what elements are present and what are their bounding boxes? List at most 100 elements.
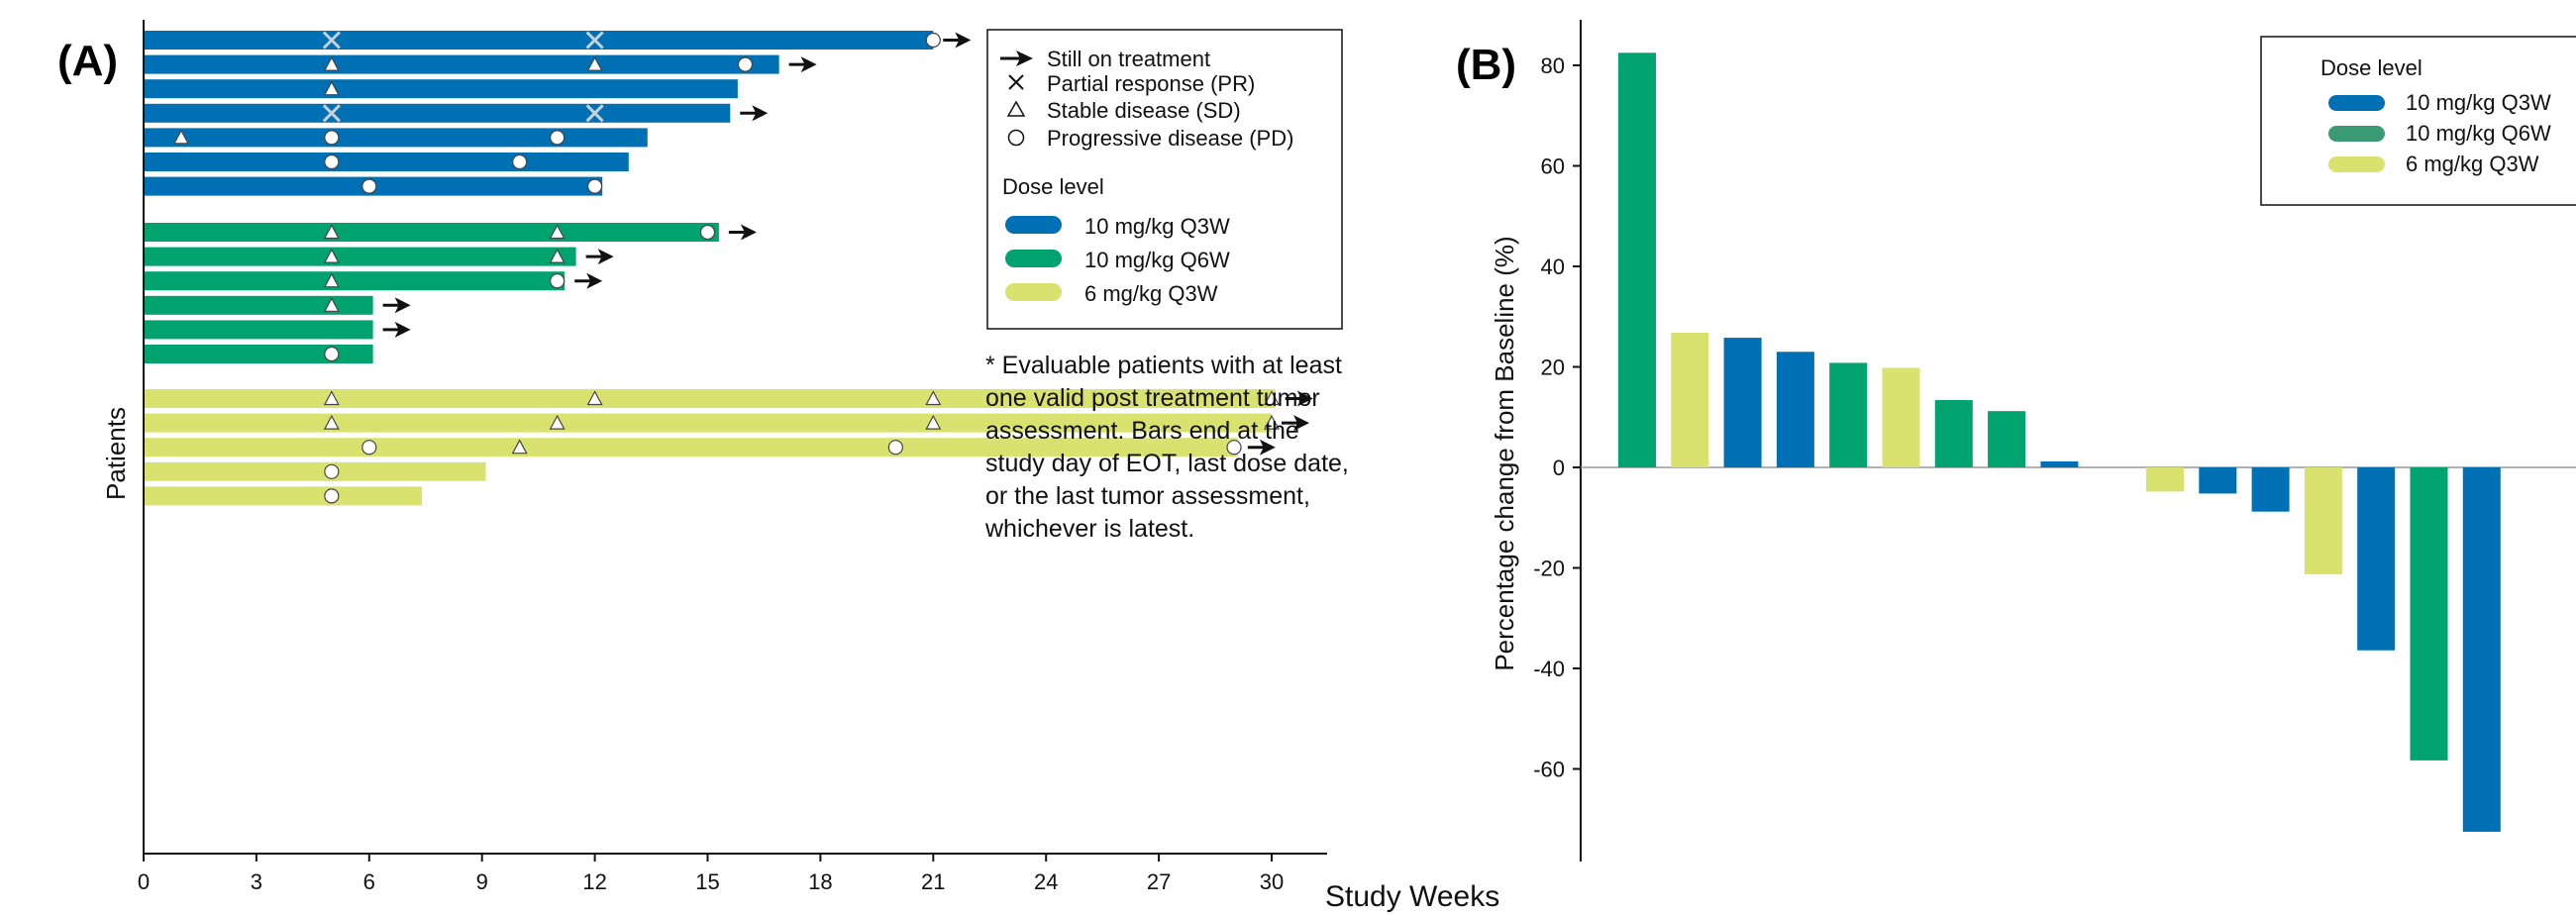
- ongoing-arrow-icon: [740, 105, 769, 122]
- pd-marker: [324, 488, 340, 504]
- y-tick-label: -40: [1533, 657, 1565, 681]
- waterfall-bar: [1618, 52, 1656, 467]
- patient-bar: [144, 345, 373, 363]
- y-tick-label: 80: [1541, 53, 1565, 78]
- patient-row: [144, 271, 603, 291]
- waterfall-bar: [2410, 467, 2448, 761]
- y-tick-label: 20: [1541, 356, 1565, 380]
- note-line-6: whichever is latest.: [984, 515, 1194, 543]
- legend-still-on-treatment: Still on treatment: [1047, 47, 1210, 71]
- pr-marker: [322, 31, 341, 50]
- sd-marker: [323, 297, 340, 312]
- pd-marker: [925, 32, 941, 49]
- legend-partial-response: Partial response (PR): [1047, 71, 1255, 96]
- x-tick-label: 18: [808, 869, 832, 894]
- patient-bar: [144, 54, 779, 74]
- patient-bar: [144, 79, 738, 99]
- patient-row: [144, 223, 757, 242]
- pd-marker: [887, 440, 903, 456]
- legend-swatch-q3w-10: [1005, 216, 1062, 234]
- panel-a-note: * Evaluable patients with at least one v…: [984, 352, 1349, 543]
- note-line-5: or the last tumor assessment,: [985, 482, 1310, 510]
- x-tick-label: 0: [138, 869, 150, 894]
- pr-marker: [585, 104, 604, 123]
- patient-bar: [144, 271, 566, 291]
- pd-marker: [512, 153, 528, 170]
- panel-b-legend-q3w-10: 10 mg/kg Q3W: [2406, 90, 2551, 115]
- x-tick-label: 21: [921, 869, 945, 894]
- legend-progressive-disease: Progressive disease (PD): [1047, 126, 1293, 151]
- patient-bar: [144, 103, 731, 123]
- panel-b-bars: [1618, 52, 2501, 832]
- ongoing-arrow-icon: [1247, 439, 1276, 456]
- pd-marker: [324, 346, 340, 362]
- pd-marker: [550, 273, 566, 289]
- waterfall-bar: [2357, 467, 2396, 651]
- patient-bar: [144, 438, 1238, 458]
- patient-row: [144, 438, 1276, 458]
- sd-marker: [549, 224, 566, 240]
- ongoing-arrow-icon: [574, 272, 603, 289]
- sd-marker: [549, 414, 566, 430]
- waterfall-bar: [1829, 362, 1868, 467]
- patient-row: [144, 152, 629, 171]
- panel-b: (B) 80 60 40 20 0 -20 -40 -60 Percentage change…: [1456, 20, 2576, 862]
- x-tick-label: 3: [251, 869, 262, 894]
- pd-marker: [324, 153, 340, 170]
- sd-marker: [323, 390, 340, 406]
- waterfall-bar: [1671, 332, 1709, 467]
- x-tick-label: 24: [1034, 869, 1058, 894]
- x-tick-label: 15: [695, 869, 719, 894]
- pd-marker: [324, 463, 340, 479]
- legend-swatch-q6w-10: [1005, 250, 1062, 267]
- legend-dose-q6w-10: 10 mg/kg Q6W: [1084, 248, 1230, 272]
- waterfall-bar: [1882, 367, 1920, 467]
- panel-a-legend-box: [986, 29, 1343, 330]
- patient-row: [144, 128, 648, 148]
- legend-dose-q3w-6: 6 mg/kg Q3W: [1084, 281, 1218, 306]
- waterfall-bar: [1988, 411, 2026, 467]
- pr-marker: [322, 104, 341, 123]
- sd-marker: [1263, 390, 1281, 406]
- panel-b-legend-q6w-10: 10 mg/kg Q6W: [2406, 121, 2551, 146]
- waterfall-bar: [2040, 460, 2079, 467]
- ongoing-arrow-icon: [585, 249, 614, 265]
- sd-marker: [323, 414, 340, 430]
- patient-row: [144, 461, 486, 481]
- sd-marker: [549, 248, 566, 263]
- waterfall-bar: [1723, 338, 1762, 467]
- panel-a-x-label: Study Weeks: [1325, 880, 1499, 913]
- patient-bar: [144, 152, 629, 171]
- patient-row: [144, 103, 769, 123]
- ongoing-arrow-icon: [1282, 415, 1309, 432]
- x-tick-label: 12: [582, 869, 606, 894]
- x-tick-label: 6: [363, 869, 375, 894]
- y-tick-label: -20: [1533, 557, 1565, 581]
- panel-a-label: (A): [57, 37, 118, 85]
- sd-marker: [925, 414, 942, 430]
- waterfall-bar: [2462, 467, 2501, 832]
- panel-a-x-ticks: 0 3 6 9 12 15 18 21 24 27 30: [138, 854, 1284, 894]
- x-tick-label: 30: [1260, 869, 1284, 894]
- x-tick-label: 9: [476, 869, 488, 894]
- panel-b-swatch-q3w-6: [2328, 156, 2385, 172]
- patient-bar: [144, 128, 648, 148]
- legend-swatch-q3w-6: [1005, 283, 1062, 301]
- y-tick-label: -60: [1533, 758, 1565, 782]
- legend-stable-disease: Stable disease (SD): [1047, 98, 1241, 123]
- y-tick-label: 60: [1541, 154, 1565, 179]
- panel-a-y-label: Patients: [101, 407, 131, 500]
- ongoing-arrow-icon: [1285, 390, 1313, 407]
- note-line-3: assessment. Bars end at the: [985, 417, 1299, 445]
- patient-bar: [144, 247, 576, 266]
- sd-marker: [323, 272, 340, 288]
- waterfall-bar: [2304, 467, 2342, 575]
- legend-dose-q3w-10: 10 mg/kg Q3W: [1084, 214, 1230, 239]
- pd-marker: [361, 178, 377, 194]
- sd-marker: [323, 80, 340, 96]
- sd-marker: [323, 248, 340, 263]
- sd-marker: [1263, 414, 1281, 430]
- patient-row: [144, 79, 738, 99]
- waterfall-bar: [2146, 467, 2184, 492]
